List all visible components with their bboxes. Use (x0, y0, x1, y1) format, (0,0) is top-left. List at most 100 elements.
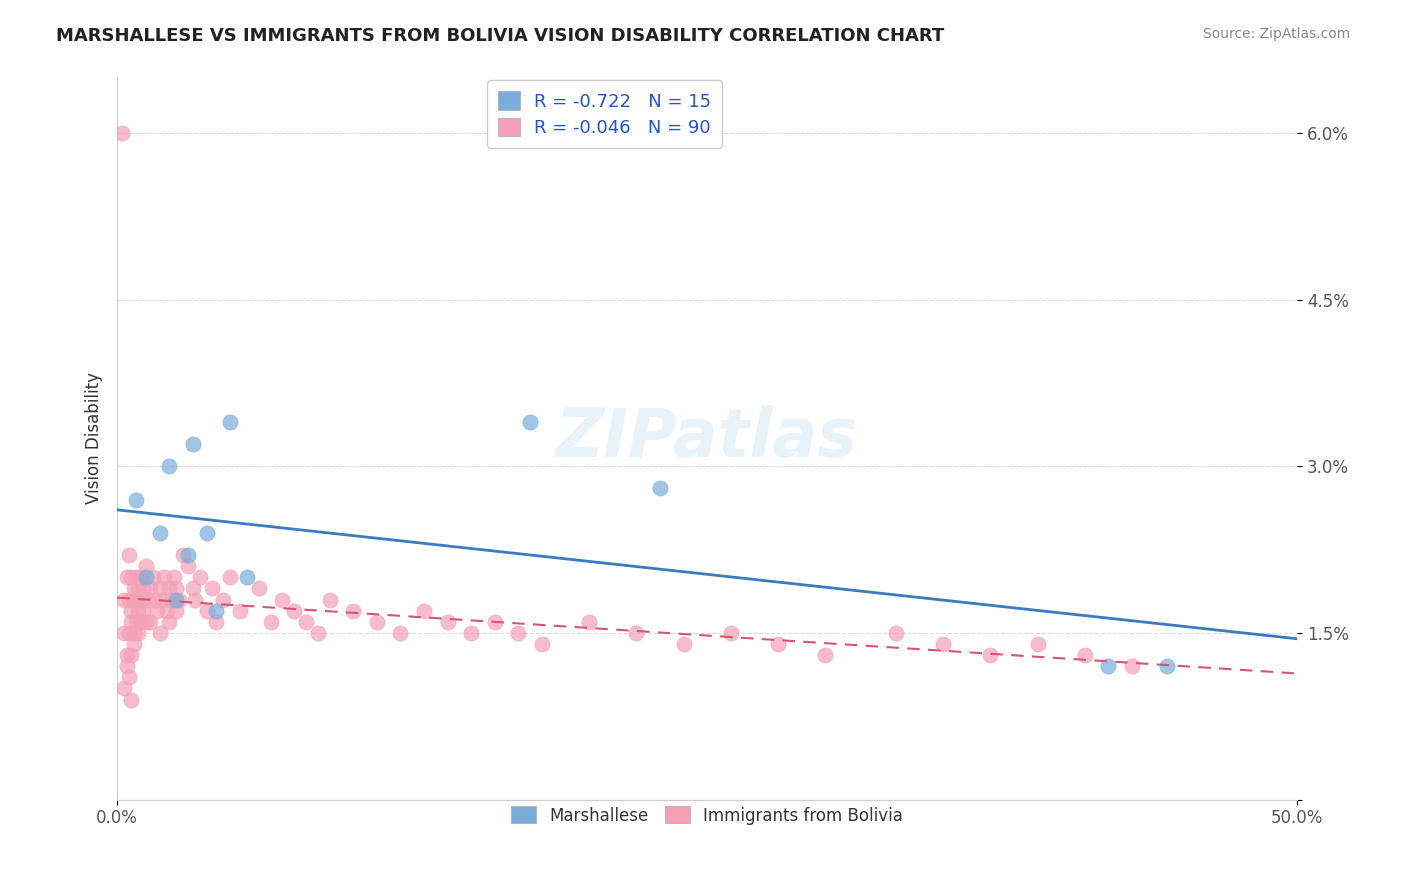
Point (672, 637, 695, 651)
Point (134, 615, 156, 629)
Point (932, 637, 955, 651)
Point (195, 604, 218, 618)
Point (118, 670, 141, 684)
Point (229, 604, 252, 618)
Point (134, 559, 156, 574)
Point (460, 626, 482, 640)
Text: Source: ZipAtlas.com: Source: ZipAtlas.com (1202, 27, 1350, 41)
Point (283, 604, 305, 618)
Point (118, 626, 141, 640)
Point (295, 615, 318, 629)
Point (115, 648, 138, 662)
Point (342, 604, 364, 618)
Point (125, 615, 148, 629)
Point (177, 559, 200, 574)
Point (122, 626, 145, 640)
Legend: Marshallese, Immigrants from Bolivia: Marshallese, Immigrants from Bolivia (501, 797, 914, 835)
Point (149, 525, 172, 540)
Point (1026, 637, 1049, 651)
Point (219, 415, 242, 429)
Point (127, 626, 149, 640)
Point (184, 592, 207, 607)
Point (200, 582, 222, 596)
Point (389, 626, 412, 640)
Text: MARSHALLESE VS IMMIGRANTS FROM BOLIVIA VISION DISABILITY CORRELATION CHART: MARSHALLESE VS IMMIGRANTS FROM BOLIVIA V… (56, 27, 945, 45)
Point (142, 570, 165, 584)
Point (884, 626, 907, 640)
Point (205, 615, 228, 629)
Point (271, 592, 294, 607)
Point (118, 548, 141, 562)
Point (165, 582, 187, 596)
Point (132, 604, 155, 618)
Point (1097, 659, 1119, 673)
Point (156, 604, 179, 618)
Y-axis label: Vision Disability: Vision Disability (86, 373, 103, 505)
Point (146, 604, 169, 618)
Point (122, 637, 145, 651)
Point (188, 570, 211, 584)
Point (172, 548, 194, 562)
Point (177, 548, 200, 562)
Point (120, 604, 142, 618)
Point (120, 648, 142, 662)
Point (127, 604, 149, 618)
Point (111, 126, 134, 140)
Point (136, 592, 159, 607)
Point (766, 637, 789, 651)
Point (120, 570, 142, 584)
Point (181, 437, 204, 451)
Point (165, 592, 187, 607)
Point (122, 582, 145, 596)
Point (195, 525, 218, 540)
Point (157, 582, 180, 596)
Point (125, 592, 148, 607)
Point (508, 626, 530, 640)
Point (814, 648, 837, 662)
Text: ZIPatlas: ZIPatlas (557, 406, 858, 472)
Point (112, 626, 135, 640)
Point (157, 459, 180, 474)
Point (648, 482, 671, 496)
Point (125, 492, 148, 507)
Point (134, 570, 156, 584)
Point (129, 592, 152, 607)
Point (436, 615, 458, 629)
Point (157, 615, 180, 629)
Point (165, 604, 187, 618)
Point (307, 626, 329, 640)
Point (205, 604, 228, 618)
Point (167, 592, 190, 607)
Point (181, 582, 204, 596)
Point (259, 615, 281, 629)
Point (160, 592, 183, 607)
Point (139, 615, 162, 629)
Point (979, 648, 1001, 662)
Point (212, 592, 235, 607)
Point (413, 604, 436, 618)
Point (143, 592, 166, 607)
Point (626, 626, 648, 640)
Point (132, 582, 155, 596)
Point (219, 570, 242, 584)
Point (129, 570, 152, 584)
Point (578, 615, 600, 629)
Point (149, 626, 172, 640)
Point (530, 637, 553, 651)
Point (122, 592, 145, 607)
Point (247, 582, 270, 596)
Point (153, 570, 176, 584)
Point (139, 582, 162, 596)
Point (1121, 659, 1143, 673)
Point (366, 615, 388, 629)
Point (127, 582, 149, 596)
Point (163, 570, 186, 584)
Point (115, 659, 138, 673)
Point (318, 592, 340, 607)
Point (1073, 648, 1095, 662)
Point (118, 592, 141, 607)
Point (115, 570, 138, 584)
Point (129, 615, 152, 629)
Point (236, 570, 259, 584)
Point (519, 415, 541, 429)
